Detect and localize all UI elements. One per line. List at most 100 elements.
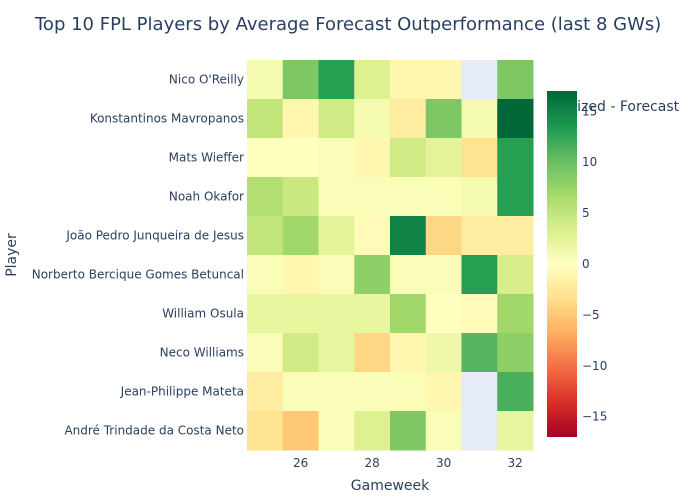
heatmap-cell xyxy=(247,138,284,178)
x-axis-tick-labels: 26 28 30 32 xyxy=(293,456,523,470)
heatmap-cell xyxy=(282,216,319,256)
heatmap-cell xyxy=(282,294,319,334)
x-tick-label: 28 xyxy=(364,456,379,470)
x-tick-label: 30 xyxy=(436,456,451,470)
heatmap-cell xyxy=(354,99,391,139)
heatmap-cell xyxy=(247,333,284,373)
heatmap-cell xyxy=(497,255,534,295)
colorbar-tick-label: 10 xyxy=(582,155,597,169)
heatmap-cell xyxy=(461,294,498,334)
heatmap-cell xyxy=(282,372,319,412)
x-tick-label: 26 xyxy=(293,456,308,470)
heatmap-cell xyxy=(354,60,391,100)
heatmap-cell xyxy=(390,216,427,256)
heatmap-cell xyxy=(425,333,462,373)
heatmap-cell xyxy=(318,177,355,217)
heatmap-cell xyxy=(282,255,319,295)
heatmap-cell xyxy=(461,411,498,451)
y-tick-label: Norberto Bercique Gomes Betuncal xyxy=(32,268,244,282)
heatmap-cell xyxy=(247,294,284,334)
heatmap-cell xyxy=(390,60,427,100)
heatmap-cell xyxy=(425,138,462,178)
chart-title: Top 10 FPL Players by Average Forecast O… xyxy=(34,14,661,35)
heatmap-cell xyxy=(390,177,427,217)
heatmap-cell xyxy=(390,138,427,178)
heatmap-cell xyxy=(318,333,355,373)
y-tick-label: Nico O'Reilly xyxy=(169,73,244,87)
heatmap-cell xyxy=(354,255,391,295)
colorbar-tick-label: 0 xyxy=(582,257,590,271)
heatmap-cell xyxy=(282,177,319,217)
y-tick-label: Jean-Philippe Mateta xyxy=(120,385,244,399)
heatmap-cell xyxy=(318,99,355,139)
colorbar-tick-label: −15 xyxy=(582,410,607,424)
heatmap-cell xyxy=(318,255,355,295)
heatmap-cell xyxy=(318,216,355,256)
colorbar-tick-label: 15 xyxy=(582,104,597,118)
y-tick-label: André Trindade da Costa Neto xyxy=(64,424,244,438)
heatmap-cell xyxy=(247,177,284,217)
heatmap-cell xyxy=(461,138,498,178)
heatmap-cell xyxy=(497,294,534,334)
heatmap-cell xyxy=(318,294,355,334)
heatmap-cell xyxy=(354,216,391,256)
heatmap-cell xyxy=(318,138,355,178)
y-axis-tick-labels: Nico O'Reilly Konstantinos Mavropanos Mats… xyxy=(32,73,244,438)
heatmap-cell xyxy=(318,411,355,451)
heatmap-cell xyxy=(354,294,391,334)
heatmap-cell xyxy=(461,60,498,100)
heatmap-cell xyxy=(461,372,498,412)
heatmap-cell xyxy=(247,255,284,295)
heatmap-cell xyxy=(425,99,462,139)
heatmap-cell xyxy=(354,138,391,178)
heatmap-cell xyxy=(425,411,462,451)
heatmap-cell xyxy=(461,333,498,373)
heatmap-cell xyxy=(390,372,427,412)
heatmap-cell xyxy=(497,60,534,100)
colorbar-tick-label: −10 xyxy=(582,359,607,373)
heatmap-cell xyxy=(390,411,427,451)
y-tick-label: Konstantinos Mavropanos xyxy=(90,112,244,126)
heatmap-cell xyxy=(282,138,319,178)
heatmap-cell xyxy=(497,177,534,217)
heatmap-cell xyxy=(390,294,427,334)
heatmap-cell xyxy=(425,294,462,334)
colorbar-title: Realized - Forecast xyxy=(547,99,680,115)
heatmap-cell xyxy=(497,99,534,139)
y-tick-label: Mats Wieffer xyxy=(169,151,244,165)
heatmap-cell xyxy=(390,255,427,295)
heatmap-cell xyxy=(318,60,355,100)
heatmap-cell xyxy=(282,411,319,451)
heatmap-cell xyxy=(497,372,534,412)
heatmap-cell xyxy=(425,177,462,217)
heatmap-cell xyxy=(425,255,462,295)
heatmap-cell xyxy=(390,99,427,139)
heatmap-cell xyxy=(282,333,319,373)
y-tick-label: Noah Okafor xyxy=(169,190,244,204)
y-tick-label: João Pedro Junqueira de Jesus xyxy=(65,229,244,243)
y-axis-title: Player xyxy=(4,233,20,277)
heatmap-cell xyxy=(354,177,391,217)
heatmap-cell xyxy=(282,99,319,139)
heatmap-cell xyxy=(497,216,534,256)
heatmap-cell xyxy=(461,255,498,295)
colorbar xyxy=(547,91,577,437)
heatmap-cell xyxy=(318,372,355,412)
heatmap-cell xyxy=(247,99,284,139)
heatmap-cell xyxy=(461,177,498,217)
x-tick-label: 32 xyxy=(507,456,522,470)
heatmap-cell xyxy=(497,138,534,178)
colorbar-tick-label: −5 xyxy=(582,308,600,322)
heatmap-cell xyxy=(354,333,391,373)
heatmap-cell xyxy=(461,216,498,256)
heatmap-cell xyxy=(425,216,462,256)
heatmap-cell xyxy=(354,372,391,412)
heatmap-cell xyxy=(461,99,498,139)
colorbar-tick-labels: 15 10 5 0 −5 −10 −15 xyxy=(582,104,607,423)
heatmap-cell xyxy=(247,60,284,100)
y-tick-label: Neco Williams xyxy=(160,346,244,360)
heatmap-cell xyxy=(425,372,462,412)
heatmap-cell xyxy=(354,411,391,451)
heatmap-cell xyxy=(425,60,462,100)
